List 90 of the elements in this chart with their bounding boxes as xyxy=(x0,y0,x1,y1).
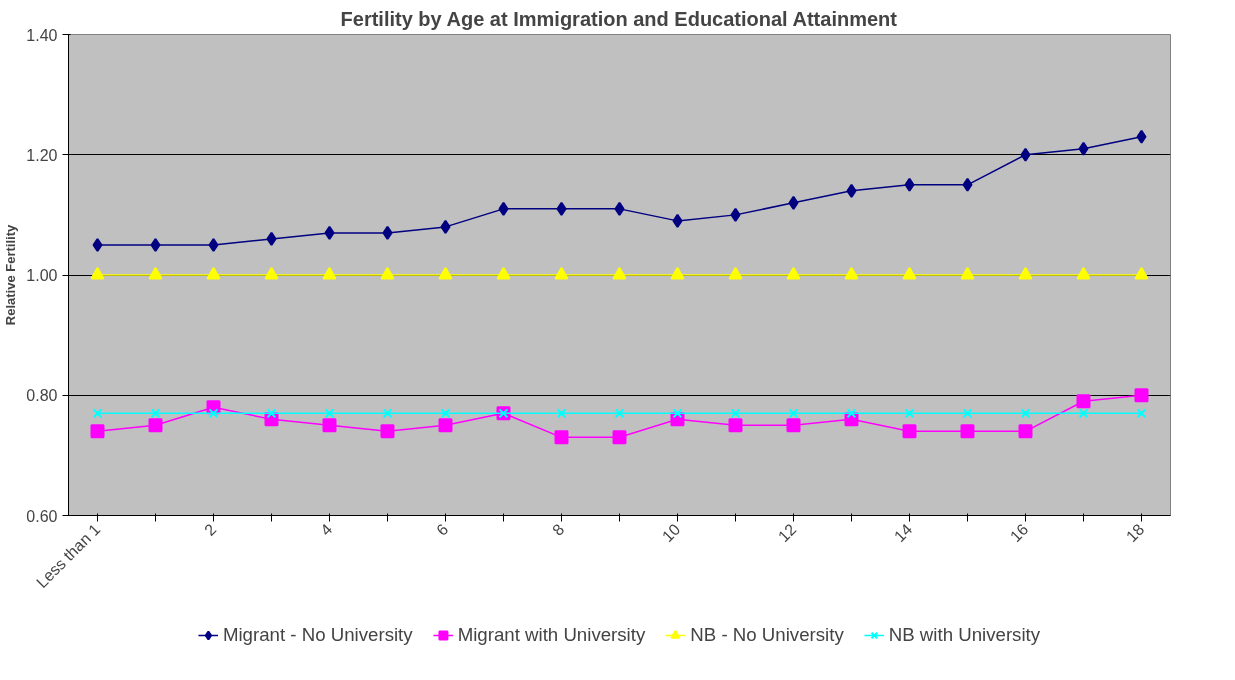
point xyxy=(150,408,161,419)
y-tick-label: 0.80 xyxy=(26,387,58,405)
point xyxy=(728,418,743,433)
point xyxy=(208,237,219,252)
point xyxy=(1136,408,1147,419)
point xyxy=(902,424,917,439)
point xyxy=(786,418,801,433)
point xyxy=(844,267,859,280)
point xyxy=(556,408,567,419)
point xyxy=(554,267,569,280)
point xyxy=(150,237,161,252)
point xyxy=(556,201,567,216)
point xyxy=(962,408,973,419)
point xyxy=(730,408,741,419)
point xyxy=(440,219,451,234)
point xyxy=(92,237,103,252)
point xyxy=(1020,408,1031,419)
point xyxy=(554,430,569,445)
point xyxy=(148,267,163,280)
point xyxy=(614,201,625,216)
point xyxy=(324,225,335,240)
point xyxy=(324,408,335,419)
y-tick-label: 0.60 xyxy=(26,507,58,525)
point xyxy=(1078,408,1089,419)
chart-title: Fertility by Age at Immigration and Educational Attainment xyxy=(340,7,898,30)
point xyxy=(264,267,279,280)
point xyxy=(960,424,975,439)
legend-label: NB - No University xyxy=(690,624,844,646)
x-tick-label: 14 xyxy=(890,520,916,546)
point xyxy=(672,213,683,228)
legend-label: Migrant with University xyxy=(457,624,646,646)
point xyxy=(496,267,511,280)
point xyxy=(438,418,453,433)
point xyxy=(266,408,277,419)
point xyxy=(1078,141,1089,156)
point xyxy=(614,408,625,419)
point xyxy=(90,424,105,439)
point xyxy=(1076,267,1091,280)
point xyxy=(1136,129,1147,144)
point xyxy=(1020,147,1031,162)
y-tick-label: 1.20 xyxy=(26,146,58,164)
y-axis-title: Relative Fertility xyxy=(3,224,19,326)
point xyxy=(148,418,163,433)
point xyxy=(208,408,219,419)
y-tick-label: 1.40 xyxy=(26,26,58,44)
point xyxy=(322,267,337,280)
point xyxy=(1018,424,1033,439)
x-tick-label: 8 xyxy=(549,520,568,539)
point xyxy=(438,267,453,280)
point xyxy=(1018,267,1033,280)
point xyxy=(788,195,799,210)
y-tick-label: 1.00 xyxy=(26,267,58,284)
point xyxy=(904,408,915,419)
point xyxy=(1076,394,1091,409)
point xyxy=(846,408,857,419)
point xyxy=(90,267,105,280)
point xyxy=(382,225,393,240)
legend-label: NB with University xyxy=(888,624,1041,646)
point xyxy=(1134,267,1149,280)
point xyxy=(672,408,683,419)
x-tick-label: 12 xyxy=(774,520,800,546)
x-tick-label: 4 xyxy=(317,520,336,539)
point xyxy=(382,408,393,419)
legend-label: Migrant - No University xyxy=(222,624,413,646)
point xyxy=(670,267,685,280)
point xyxy=(1134,388,1149,403)
point xyxy=(380,424,395,439)
point xyxy=(612,267,627,280)
x-tick-label: 18 xyxy=(1122,520,1148,546)
point xyxy=(728,267,743,280)
point xyxy=(902,267,917,280)
x-tick-label: 2 xyxy=(201,520,220,539)
point xyxy=(380,267,395,280)
point xyxy=(730,207,741,222)
x-tick-label: 6 xyxy=(433,520,452,539)
point xyxy=(612,430,627,445)
point xyxy=(786,267,801,280)
point xyxy=(960,267,975,280)
point xyxy=(962,177,973,192)
point xyxy=(206,267,221,280)
point xyxy=(904,177,915,192)
x-tick-label: 10 xyxy=(658,520,684,546)
point xyxy=(266,231,277,246)
point xyxy=(322,418,337,433)
x-tick-label: 16 xyxy=(1006,520,1032,546)
point xyxy=(498,201,509,216)
point xyxy=(440,408,451,419)
point xyxy=(92,408,103,419)
point xyxy=(788,408,799,419)
point xyxy=(846,183,857,198)
